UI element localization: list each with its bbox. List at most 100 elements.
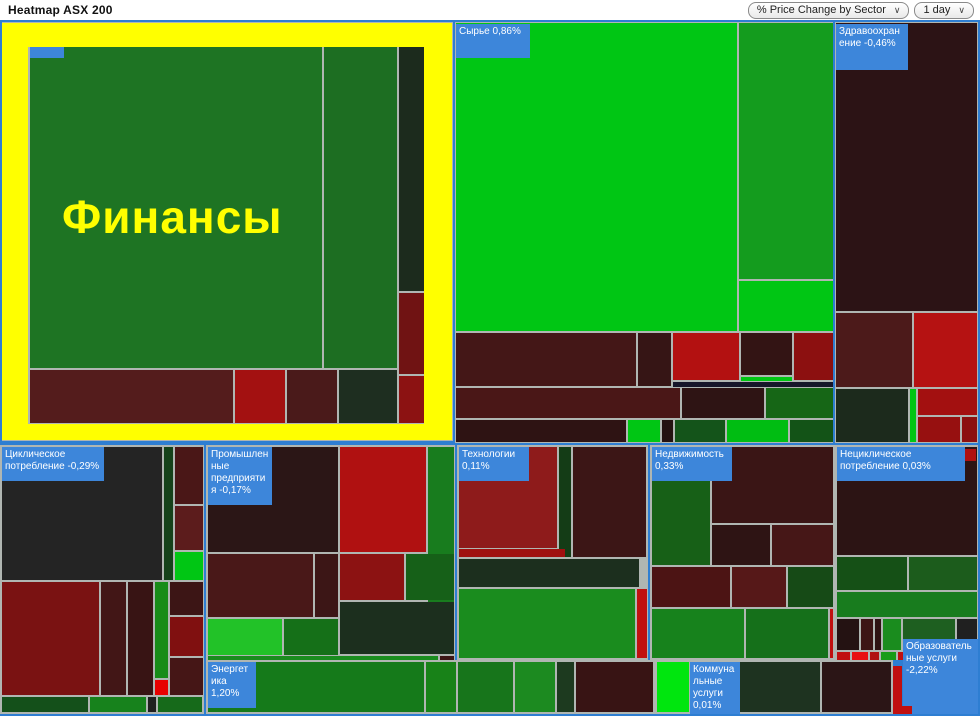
treemap-cell[interactable] xyxy=(712,447,833,523)
treemap-cell[interactable] xyxy=(340,447,426,552)
treemap-cell[interactable] xyxy=(170,658,203,695)
treemap-cell[interactable] xyxy=(741,377,792,381)
treemap-cell[interactable] xyxy=(287,370,337,423)
treemap-cell[interactable] xyxy=(559,447,571,557)
treemap-cell[interactable] xyxy=(657,662,689,712)
treemap-cell[interactable] xyxy=(459,559,639,587)
treemap-cell[interactable] xyxy=(794,333,833,380)
treemap-cell[interactable] xyxy=(101,582,126,695)
treemap-cell[interactable] xyxy=(875,619,881,650)
treemap-cell[interactable] xyxy=(164,447,173,580)
treemap-cell[interactable] xyxy=(837,652,850,660)
treemap-cell[interactable] xyxy=(790,420,833,442)
treemap-cell[interactable] xyxy=(208,619,282,655)
treemap-cell[interactable] xyxy=(340,554,404,600)
treemap-cell[interactable] xyxy=(836,389,908,442)
treemap-cell[interactable] xyxy=(881,652,896,660)
treemap-cell[interactable] xyxy=(515,662,555,712)
treemap-cell[interactable] xyxy=(673,382,833,387)
treemap-cell[interactable] xyxy=(836,313,912,387)
treemap-cell[interactable] xyxy=(235,370,285,423)
treemap-cell[interactable] xyxy=(339,370,397,423)
treemap-cell[interactable] xyxy=(148,697,156,712)
treemap-cell[interactable] xyxy=(852,652,868,660)
treemap-cell[interactable] xyxy=(175,447,203,504)
treemap-cell[interactable] xyxy=(458,662,513,712)
treemap-cell[interactable] xyxy=(861,619,873,650)
treemap-cell[interactable] xyxy=(406,554,454,600)
metric-select[interactable]: % Price Change by Sector ∨ xyxy=(747,1,910,19)
treemap-cell[interactable] xyxy=(456,333,636,386)
treemap-cell[interactable] xyxy=(837,592,977,617)
treemap-cell[interactable] xyxy=(830,609,833,658)
treemap-cell[interactable] xyxy=(459,589,635,658)
treemap-cell[interactable] xyxy=(918,417,960,442)
treemap-cell[interactable] xyxy=(208,554,313,617)
treemap-cell[interactable] xyxy=(426,662,456,712)
treemap-cell[interactable] xyxy=(732,567,786,607)
treemap-cell[interactable] xyxy=(883,619,901,650)
treemap-cell[interactable] xyxy=(456,420,626,442)
treemap-cell[interactable] xyxy=(2,697,88,712)
treemap-cell[interactable] xyxy=(741,333,792,375)
treemap-cell[interactable] xyxy=(573,447,646,557)
treemap-cell[interactable] xyxy=(766,388,833,418)
treemap-cell[interactable] xyxy=(675,420,725,442)
treemap-cell[interactable] xyxy=(739,23,833,279)
treemap-cell[interactable] xyxy=(170,617,203,656)
treemap-cell[interactable] xyxy=(727,420,788,442)
treemap-cell[interactable] xyxy=(788,567,833,607)
treemap-cell[interactable] xyxy=(340,602,454,654)
treemap-cell[interactable] xyxy=(158,697,202,712)
treemap-cell[interactable] xyxy=(909,557,977,590)
treemap-cell[interactable] xyxy=(914,313,977,387)
treemap-cell[interactable] xyxy=(837,619,859,650)
treemap-cell[interactable] xyxy=(170,582,203,615)
treemap-cell[interactable] xyxy=(2,582,99,695)
treemap-cell[interactable] xyxy=(155,582,168,678)
treemap-cell[interactable] xyxy=(459,549,565,557)
treemap-cell[interactable] xyxy=(772,525,833,565)
treemap-cell[interactable] xyxy=(90,697,146,712)
treemap-cell[interactable] xyxy=(440,656,454,660)
treemap-cell[interactable] xyxy=(893,666,902,714)
treemap-cell[interactable] xyxy=(399,376,425,423)
treemap-cell[interactable] xyxy=(870,652,879,660)
treemap-cell[interactable] xyxy=(284,619,338,655)
treemap-cell[interactable] xyxy=(637,589,647,658)
treemap-cell[interactable] xyxy=(576,662,653,712)
treemap-cell[interactable] xyxy=(662,420,673,442)
treemap-cell[interactable] xyxy=(898,652,906,660)
treemap-cell[interactable] xyxy=(673,333,739,380)
treemap-cell[interactable] xyxy=(822,662,891,712)
treemap-cell[interactable] xyxy=(324,47,397,368)
treemap-cell[interactable] xyxy=(399,47,425,291)
treemap-cell[interactable] xyxy=(315,554,338,617)
treemap-cell[interactable] xyxy=(682,388,764,418)
treemap-cell[interactable] xyxy=(918,389,977,415)
treemap-cell[interactable] xyxy=(837,557,907,590)
treemap-cell[interactable] xyxy=(652,609,744,658)
period-select[interactable]: 1 day ∨ xyxy=(914,1,974,19)
treemap-cell[interactable] xyxy=(155,680,168,695)
treemap-cell[interactable] xyxy=(208,656,438,660)
treemap-cell[interactable] xyxy=(128,582,153,695)
treemap-cell[interactable] xyxy=(175,552,203,580)
treemap-cell[interactable] xyxy=(175,506,203,550)
treemap-cell[interactable] xyxy=(30,370,233,423)
treemap-cell[interactable] xyxy=(739,281,833,331)
treemap-cell[interactable] xyxy=(557,662,574,712)
treemap-cell[interactable] xyxy=(652,567,730,607)
treemap-cell[interactable] xyxy=(628,420,660,442)
treemap-cell[interactable] xyxy=(963,449,976,461)
treemap-cell[interactable] xyxy=(836,23,977,311)
treemap-cell[interactable] xyxy=(456,23,737,331)
treemap-cell[interactable] xyxy=(30,47,322,368)
treemap-cell[interactable] xyxy=(712,525,770,565)
treemap-cell[interactable] xyxy=(962,417,977,442)
treemap-cell[interactable] xyxy=(746,609,828,658)
treemap-cell[interactable] xyxy=(399,293,425,374)
treemap-cell[interactable] xyxy=(456,388,680,418)
treemap-cell[interactable] xyxy=(893,706,912,714)
treemap-cell[interactable] xyxy=(638,333,671,386)
